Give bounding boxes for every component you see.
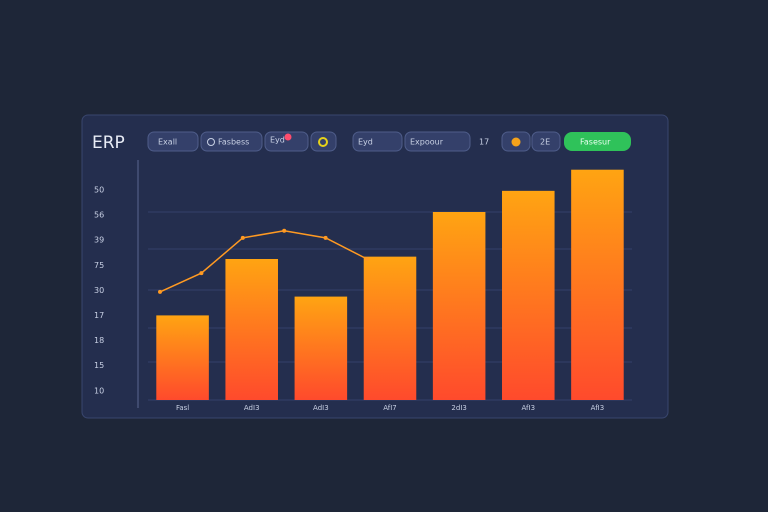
- x-tick-label: Fasl: [176, 404, 189, 412]
- button-label[interactable]: 2E: [540, 138, 550, 147]
- trend-point: [365, 257, 369, 261]
- button[interactable]: [264, 131, 309, 152]
- button[interactable]: [404, 131, 471, 152]
- x-tick-label: AdI3: [244, 404, 260, 412]
- trend-point: [282, 228, 287, 233]
- trend-point: [199, 271, 204, 276]
- y-axis-label: 15: [94, 361, 104, 370]
- x-tick-label: 2dI3: [451, 404, 466, 412]
- bar: [502, 190, 555, 400]
- icon: [511, 137, 521, 147]
- icon: [207, 138, 215, 146]
- x-tick-label: AfI3: [522, 404, 536, 412]
- y-axis-label: 30: [94, 286, 104, 295]
- button-label[interactable]: Expoour: [410, 138, 444, 147]
- button-label[interactable]: Fasesur: [580, 138, 611, 147]
- button[interactable]: [200, 131, 263, 152]
- y-axis-label: 50: [94, 186, 104, 195]
- trend-point: [240, 235, 245, 240]
- icon: [318, 137, 328, 147]
- bar: [571, 169, 624, 400]
- label: 17: [479, 138, 489, 147]
- button[interactable]: [352, 131, 403, 152]
- app-title: ERP: [92, 133, 125, 153]
- y-axis-label: 10: [94, 386, 104, 395]
- trend-point: [158, 289, 162, 294]
- bar: [363, 256, 417, 400]
- button[interactable]: [310, 131, 337, 152]
- button-label[interactable]: Exall: [158, 138, 177, 147]
- button[interactable]: [564, 132, 631, 151]
- y-axis-label: 39: [94, 236, 104, 245]
- bar: [156, 315, 209, 400]
- y-axis-label: 17: [94, 311, 104, 320]
- bar: [294, 296, 348, 400]
- y-axis-label: 56: [94, 211, 104, 220]
- trend-point: [323, 235, 328, 240]
- x-tick-label: AfI3: [591, 404, 605, 412]
- x-tick-label: AdI3: [313, 404, 329, 412]
- button-label[interactable]: Fasbess: [218, 138, 249, 147]
- button-label[interactable]: Eyd: [358, 138, 373, 147]
- button[interactable]: [147, 131, 199, 152]
- bar: [225, 259, 278, 400]
- x-tick-label: AfI7: [383, 404, 397, 412]
- button-label[interactable]: Eyd: [270, 136, 285, 145]
- button[interactable]: [531, 131, 561, 152]
- trend-line: [159, 230, 368, 293]
- y-axis-label: 75: [94, 261, 104, 270]
- y-axis-label: 18: [94, 336, 104, 345]
- bar: [432, 212, 486, 400]
- badge: [284, 133, 292, 141]
